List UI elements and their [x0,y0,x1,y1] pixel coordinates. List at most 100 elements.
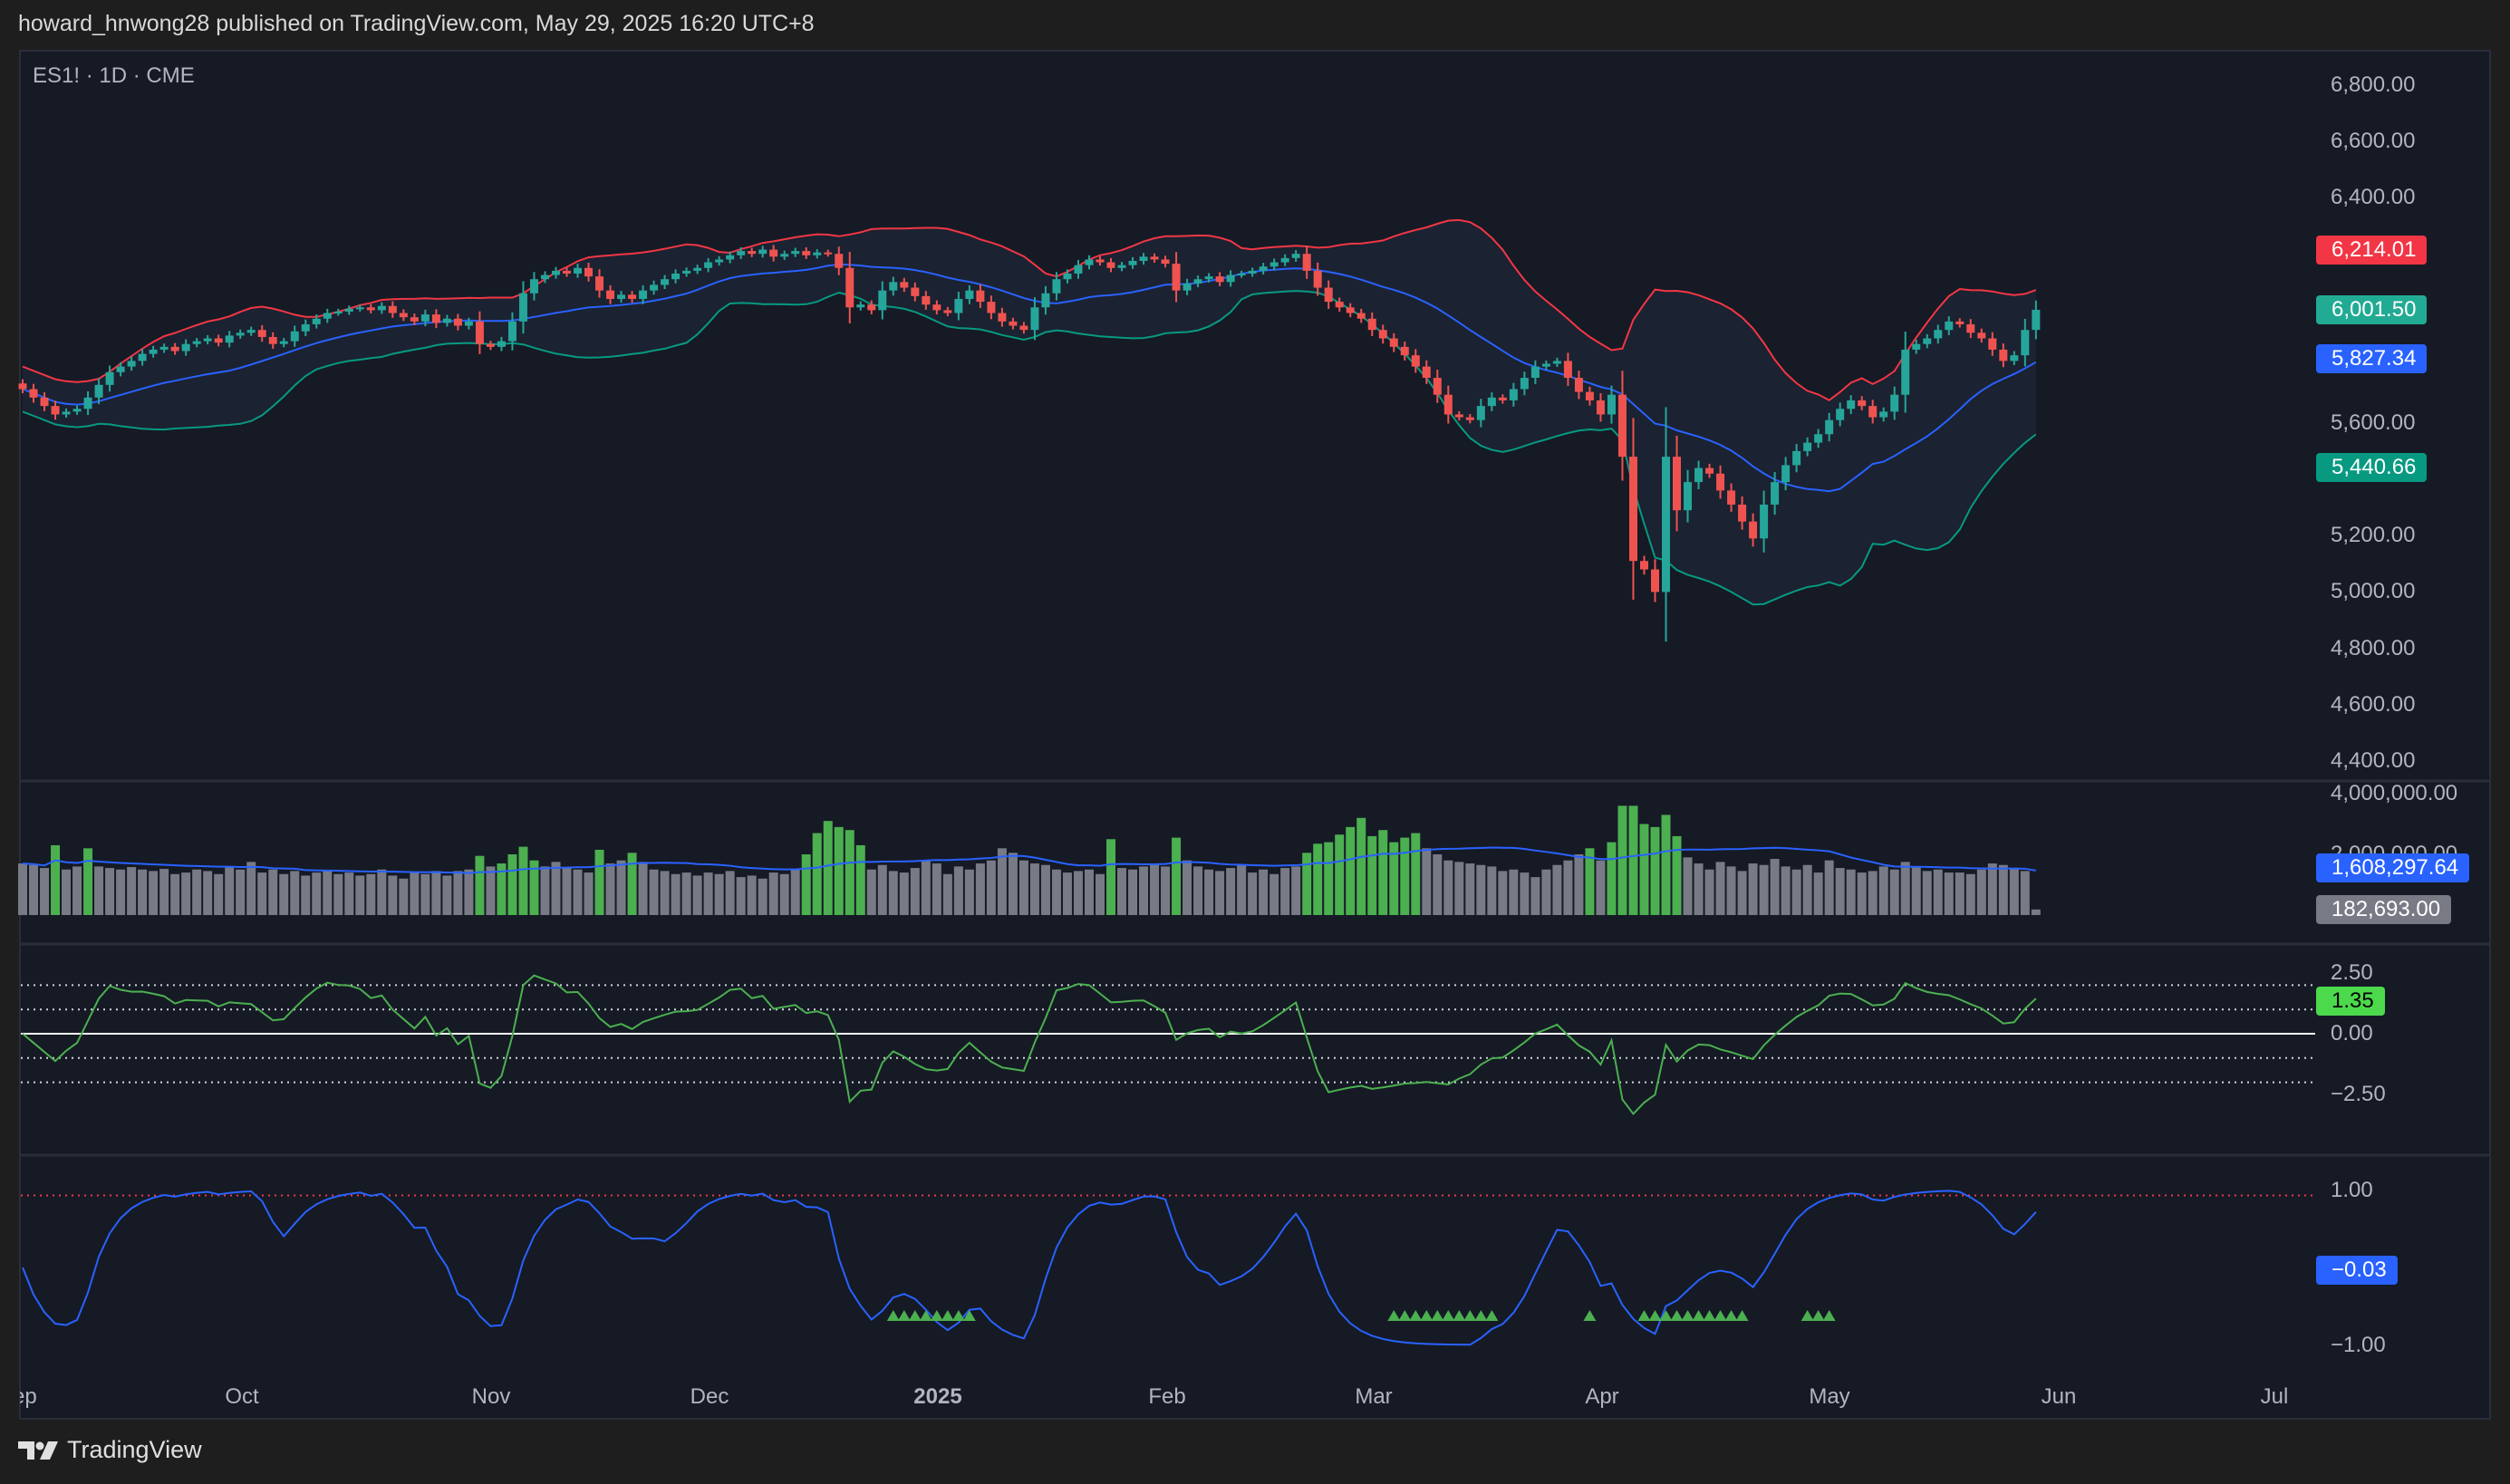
volume-bar [1106,839,1115,915]
candle-body [149,349,158,354]
price-tag: 6,001.50 [2316,294,2428,324]
volume-bar [1965,873,1975,915]
candle-body [737,251,746,255]
volume-bar [1128,869,1138,915]
volume-bar [355,875,365,915]
volume-bar [1454,862,1464,915]
volume-bar [1585,848,1595,915]
volume-bar [899,872,909,915]
bollinger-fill [23,219,2036,605]
volume-bar [1008,853,1018,915]
candle-body [410,317,419,322]
volume-bar [540,866,550,915]
candle-body [1520,378,1529,390]
volume-bar [1955,872,1965,915]
candle-body [1879,411,1888,418]
candle-body [203,338,212,342]
volume-bar [268,869,278,915]
volume-bar [1889,869,1899,915]
time-tick-label: Jun [2041,1384,2077,1409]
volume-bar [388,875,398,915]
volume-bar [2009,868,2019,915]
candle-body [1607,394,1616,415]
volume-bar [1498,871,1508,915]
candle-body [1858,400,1867,407]
candle-body [987,302,996,313]
signal-triangle [1735,1310,1749,1321]
candle-body [1128,260,1137,265]
candle-body [606,290,615,299]
volume-bar [83,848,93,915]
candle-body [257,330,266,337]
candle-body [83,397,92,410]
volume-bar [1095,873,1105,915]
volume-bar [366,873,376,915]
volume-bar [1737,871,1747,915]
oscillator2-tick-label: −1.00 [2331,1332,2386,1357]
oscillator-line [22,974,2037,1115]
volume-bar [399,878,409,915]
candle-body [943,310,952,313]
candle-body [192,341,201,344]
volume-bar [1759,864,1769,915]
volume-bar [486,866,496,915]
footer-brand[interactable]: TradingView [18,1436,202,1464]
volume-bar [1465,863,1475,915]
price-tag: 5,440.66 [2316,453,2428,483]
volume-bar [1367,835,1377,915]
volume-bar [2020,871,2030,915]
price-tag: 5,827.34 [2316,344,2428,374]
oscillator2-tick-label: 1.00 [2331,1177,2373,1202]
candle-body [976,290,985,303]
volume-bar [1291,866,1301,915]
candle-body [181,343,190,352]
volume-bar [1509,869,1519,915]
candle-body [1356,313,1366,319]
signal-triangle [1648,1310,1662,1321]
candle-body [431,314,440,323]
signal-triangle [1442,1310,1455,1321]
signal-triangle [941,1310,954,1321]
candle-body [475,321,484,344]
volume-bar [475,855,485,915]
candle-body [715,259,724,263]
signal-triangle [1692,1310,1705,1321]
volume-bar [2031,909,2041,915]
candle-body [1030,307,1039,331]
candle-body [279,341,288,344]
volume-bar [1824,860,1834,915]
volume-bar [1922,871,1932,915]
price-tick-label: 5,600.00 [2331,410,2416,435]
volume-bar [1672,835,1682,915]
candle-body [911,287,920,296]
volume-bar [1172,837,1182,915]
candle-body [1019,325,1028,331]
volume-bar [1933,869,1943,915]
volume-bar [51,844,61,915]
price-tick-label: 6,800.00 [2331,72,2416,97]
volume-bar [1051,869,1061,915]
time-tick-label: Dec [690,1384,729,1409]
candle-body [1226,275,1235,283]
candle-body [671,273,681,280]
volume-bar [1018,860,1028,915]
signal-triangle [1724,1310,1738,1321]
volume-bar [1259,869,1269,915]
candle-body [290,331,299,342]
brand-name: TradingView [67,1436,202,1463]
bollinger-basis-line [22,263,2037,493]
volume-bar [997,848,1007,915]
candle-body [878,290,887,311]
candle-body [1847,400,1856,410]
oscillator-last-tag: 1.35 [2316,986,2385,1016]
candle-body [889,282,898,291]
time-tick-label: Oct [225,1384,259,1409]
candle-body [1498,397,1507,400]
candle-body [1781,465,1791,483]
candle-body [1705,467,1714,474]
candle-body [1193,279,1202,284]
volume-bar [377,869,387,915]
candle-body [464,321,473,326]
candle-body [1585,391,1594,400]
